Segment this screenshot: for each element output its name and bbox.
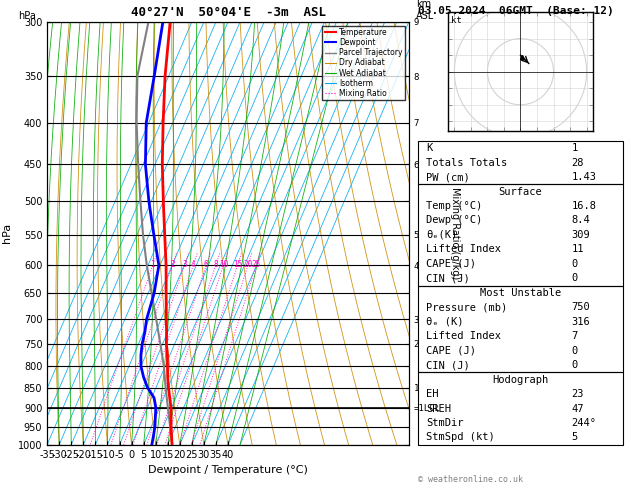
- Text: 2: 2: [170, 260, 175, 269]
- Text: K: K: [426, 143, 433, 153]
- Text: © weatheronline.co.uk: © weatheronline.co.uk: [418, 474, 523, 484]
- Text: 750: 750: [572, 302, 591, 312]
- Text: CIN (J): CIN (J): [426, 273, 470, 283]
- Text: Totals Totals: Totals Totals: [426, 157, 508, 168]
- Text: 16.8: 16.8: [572, 201, 596, 211]
- Text: Temp (°C): Temp (°C): [426, 201, 482, 211]
- Text: 0: 0: [572, 346, 578, 356]
- Text: EH: EH: [426, 389, 439, 399]
- Text: Pressure (mb): Pressure (mb): [426, 302, 508, 312]
- Text: 0: 0: [572, 259, 578, 269]
- Legend: Temperature, Dewpoint, Parcel Trajectory, Dry Adiabat, Wet Adiabat, Isotherm, Mi: Temperature, Dewpoint, Parcel Trajectory…: [323, 26, 405, 100]
- Text: 15: 15: [233, 260, 242, 269]
- Text: 7: 7: [572, 331, 578, 341]
- Text: PW (cm): PW (cm): [426, 172, 470, 182]
- Title: 40°27'N  50°04'E  -3m  ASL: 40°27'N 50°04'E -3m ASL: [130, 6, 326, 19]
- Text: CAPE (J): CAPE (J): [426, 346, 476, 356]
- Text: 47: 47: [572, 403, 584, 414]
- Text: StmDir: StmDir: [426, 418, 464, 428]
- Text: 0: 0: [572, 273, 578, 283]
- Text: Dewp (°C): Dewp (°C): [426, 215, 482, 226]
- Text: 4: 4: [191, 260, 196, 269]
- Text: θₑ(K): θₑ(K): [426, 230, 458, 240]
- Text: km
ASL: km ASL: [416, 0, 435, 21]
- Text: hPa: hPa: [18, 11, 36, 21]
- Y-axis label: Mixing Ratio (g/kg): Mixing Ratio (g/kg): [450, 187, 460, 279]
- Text: Most Unstable: Most Unstable: [480, 288, 561, 298]
- Text: 03.05.2024  06GMT  (Base: 12): 03.05.2024 06GMT (Base: 12): [418, 6, 614, 16]
- Text: 316: 316: [572, 317, 591, 327]
- Text: CAPE (J): CAPE (J): [426, 259, 476, 269]
- Y-axis label: hPa: hPa: [3, 223, 12, 243]
- Text: 1: 1: [572, 143, 578, 153]
- Text: 8.4: 8.4: [572, 215, 591, 226]
- Text: 6: 6: [204, 260, 209, 269]
- Text: SREH: SREH: [426, 403, 452, 414]
- Text: 309: 309: [572, 230, 591, 240]
- Text: 20: 20: [243, 260, 253, 269]
- Text: Hodograph: Hodograph: [493, 375, 548, 384]
- Bar: [418, 184, 623, 286]
- Bar: [418, 141, 623, 184]
- Text: Surface: Surface: [499, 187, 542, 196]
- Text: 0: 0: [572, 360, 578, 370]
- Text: Lifted Index: Lifted Index: [426, 331, 501, 341]
- Text: 244°: 244°: [572, 418, 596, 428]
- Text: 1.43: 1.43: [572, 172, 596, 182]
- Bar: [418, 286, 623, 372]
- Text: Lifted Index: Lifted Index: [426, 244, 501, 255]
- Text: 8: 8: [213, 260, 218, 269]
- Text: kt: kt: [450, 16, 462, 25]
- Text: θₑ (K): θₑ (K): [426, 317, 464, 327]
- Bar: [418, 372, 623, 445]
- Text: StmSpd (kt): StmSpd (kt): [426, 433, 495, 442]
- Text: 11: 11: [572, 244, 584, 255]
- Text: 23: 23: [572, 389, 584, 399]
- X-axis label: Dewpoint / Temperature (°C): Dewpoint / Temperature (°C): [148, 465, 308, 475]
- Text: CIN (J): CIN (J): [426, 360, 470, 370]
- Text: 3: 3: [182, 260, 187, 269]
- Text: 5: 5: [572, 433, 578, 442]
- Text: 1: 1: [150, 260, 155, 269]
- Text: 28: 28: [572, 157, 584, 168]
- Text: 25: 25: [252, 260, 261, 269]
- Text: 10: 10: [219, 260, 228, 269]
